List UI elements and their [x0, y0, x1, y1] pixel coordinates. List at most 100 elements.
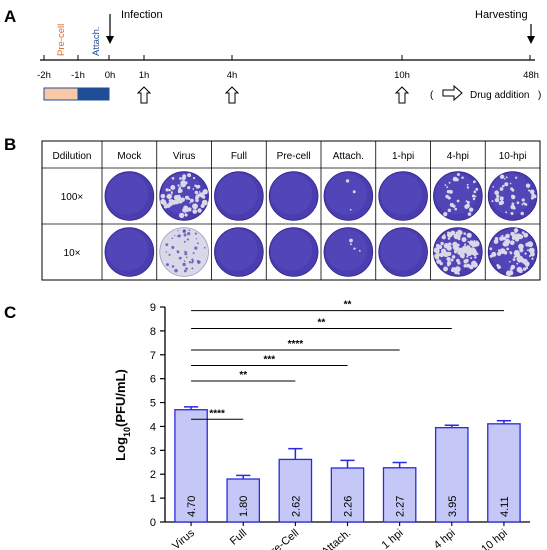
well-plate [214, 171, 264, 221]
plaque-spot [494, 236, 499, 241]
well-speck [187, 232, 191, 236]
well-speck [177, 234, 181, 238]
plaque-spot [467, 240, 470, 243]
plaque-spot [531, 257, 534, 260]
plaque-spot [468, 240, 475, 246]
plaque-spot [491, 200, 494, 203]
table-header-cell: Attach. [333, 151, 364, 162]
plaque-spot [520, 258, 526, 263]
bar [174, 409, 208, 523]
plaque-spot [472, 250, 478, 256]
plaque-spot [466, 232, 472, 238]
plaque-spot [187, 186, 191, 190]
plaque-spot [196, 184, 201, 189]
significance-label: ** [239, 370, 247, 381]
plaque-spot [509, 252, 513, 255]
y-tick-label: 5 [150, 398, 156, 410]
plaque-spot [353, 247, 356, 250]
plaque-spot [443, 212, 448, 217]
plaque-spot [521, 203, 524, 206]
plaque-spot [503, 240, 510, 247]
plaque-spot [447, 263, 450, 267]
plaque-spot [466, 263, 471, 268]
well-speck [165, 251, 168, 253]
plaque-spot [494, 190, 500, 196]
plaque-spot [166, 193, 172, 200]
plaque-spot [503, 250, 508, 255]
plaque-spot [505, 233, 510, 239]
well-speck [188, 229, 191, 232]
bar-value-label: 4.11 [499, 496, 511, 517]
plaque-spot [463, 264, 467, 268]
bar-chart: 0 1 2 3 4 5 6 7 8 9 4.70 Virus 1.80 Full 2.62 Pre-Cell 2… [150, 300, 530, 550]
plaque-spot [450, 258, 454, 262]
panel-a: A -2h -1h 0h 1h 4h 10h 48h Pre-cell Atta… [4, 7, 541, 104]
plaque-spot [499, 236, 504, 241]
plaque-spot [192, 176, 196, 180]
table-header-cell: Mock [117, 151, 142, 162]
plaque-spot [447, 208, 452, 213]
plaque-spot [530, 196, 534, 200]
plaque-spot [524, 261, 530, 267]
plaque-spot [505, 211, 508, 214]
plaque-spot [349, 238, 353, 243]
plaque-well [104, 171, 155, 221]
plaque-spot [473, 239, 476, 242]
well-speck [174, 235, 176, 237]
well-speck [177, 230, 179, 232]
plaque-spot [170, 184, 176, 190]
well-speck [182, 262, 186, 267]
bar [487, 423, 521, 523]
significance-label: ** [344, 300, 352, 311]
plaque-spot [439, 252, 445, 258]
significance-label: *** [263, 355, 275, 366]
plaque-spot [170, 192, 173, 195]
plaque-spot [510, 212, 514, 216]
well-speck [184, 252, 188, 256]
plaque-spot [472, 197, 476, 201]
plaque-spot [168, 189, 171, 192]
plaque-spot [459, 252, 465, 259]
well-speck [194, 246, 198, 250]
plaque-spot [514, 251, 521, 258]
well-speck [171, 237, 174, 240]
plaque-spot [433, 247, 440, 254]
plaque-spot [504, 182, 509, 187]
phase-label-attach: Attach. [91, 26, 102, 56]
attach-bar [77, 87, 110, 101]
plaque-spot [463, 259, 468, 264]
plaque-spot [472, 262, 478, 268]
infection-label: Infection [121, 9, 163, 21]
well-speck [191, 261, 194, 264]
plaque-spot [177, 189, 182, 194]
plaque-spot [514, 237, 520, 242]
plaque-spot [434, 249, 437, 252]
plaque-spot [461, 176, 464, 180]
plaque-spot [201, 205, 205, 208]
plaque-spot [493, 239, 499, 244]
tick-label-m2h: -2h [37, 70, 51, 81]
plaque-spot [446, 231, 453, 238]
x-tick-label: Virus [170, 527, 197, 550]
table-header-cell: Pre-cell [277, 151, 311, 162]
plaque-spot [447, 237, 451, 240]
plaque-spot [511, 188, 515, 192]
well-sheen [270, 173, 313, 215]
plaque-spot [516, 258, 520, 261]
tick-label-0h: 0h [105, 70, 116, 81]
plaque-spot [528, 254, 532, 258]
plaque-spot [198, 191, 201, 193]
plaque-spot [466, 201, 470, 205]
plaque-well [323, 171, 374, 221]
plaque-spot [529, 189, 535, 195]
plaque-spot [499, 196, 504, 201]
plaque-spot [443, 266, 448, 272]
well-speck [177, 251, 180, 254]
panel-c: C 0 1 2 3 4 5 6 7 8 9 4.70 Virus 1.80 Full 2.62 Pre-Cel… [4, 300, 530, 550]
plaque-spot [171, 177, 175, 180]
plaque-well [268, 227, 319, 277]
plaque-spot [195, 198, 199, 203]
plaque-well [159, 227, 209, 277]
plaque-spot [523, 232, 529, 238]
tick-label-48h: 48h [523, 70, 539, 81]
